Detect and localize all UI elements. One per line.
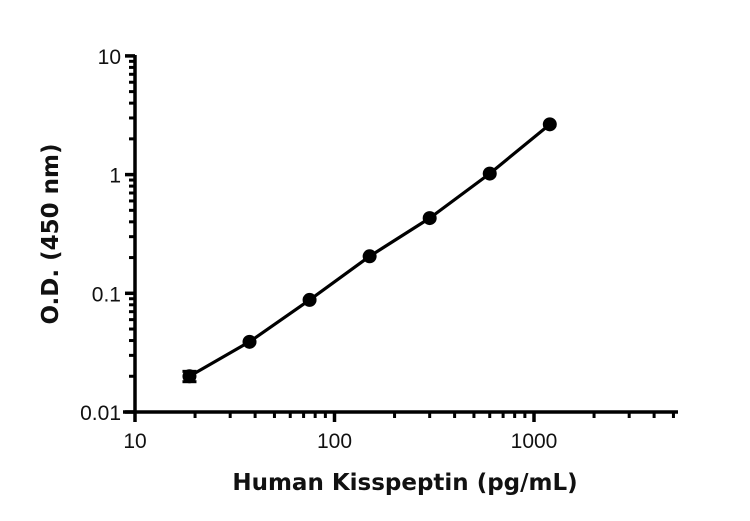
data-point [542,117,557,132]
y-tick-label: 0.01 [80,402,121,425]
data-point [182,369,197,384]
x-tick-label: 10 [123,430,146,453]
y-tick-label: 1 [109,165,121,188]
data-point [362,249,377,264]
x-tick-label: 100 [317,430,352,453]
x-tick-label: 1000 [511,430,558,453]
y-axis-title: O.D. (450 nm) [38,143,64,324]
data-point [422,211,437,226]
y-tick-label: 0.1 [92,283,121,306]
x-axis: 10 100 1000 [123,410,678,453]
data-point [482,166,497,181]
data-points [182,117,557,384]
data-point [302,292,317,307]
y-tick-label: 10 [98,46,121,69]
x-axis-title: Human Kisspeptin (pg/mL) [232,470,577,496]
data-point [242,334,257,349]
y-axis: 0.01 0.1 1 10 [80,46,137,425]
